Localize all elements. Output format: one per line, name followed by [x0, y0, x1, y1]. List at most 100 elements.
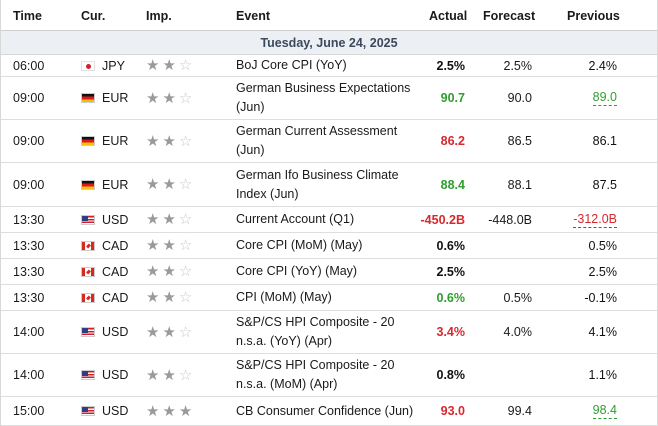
usa-flag-icon	[81, 327, 95, 337]
previous-value-text: 1.1%	[588, 368, 618, 382]
event-name[interactable]: CB Consumer Confidence (Jun)	[236, 403, 414, 418]
table-row[interactable]: 09:00 EUR ★ ★ ☆ German Ifo Business Climate I…	[1, 163, 657, 207]
actual-value: 0.6%	[436, 238, 466, 253]
importance-star-icon: ★	[162, 402, 176, 420]
importance-star-icon: ☆	[178, 323, 193, 341]
previous-value-text: 0.5%	[588, 238, 618, 253]
usa-flag-icon	[81, 214, 95, 225]
event-time: 13:30	[13, 238, 45, 253]
event-time: 09:00	[13, 177, 45, 192]
event-time: 13:30	[13, 264, 45, 279]
importance-star-icon: ★	[146, 57, 160, 74]
event-name[interactable]: S&P/CS HPI Composite - 20 n.s.a. (YoY) (…	[236, 315, 395, 348]
event-time: 06:00	[13, 58, 45, 73]
event-time: 13:30	[13, 212, 45, 227]
previous-value: 4.1%	[589, 311, 618, 353]
importance-star-icon: ★	[146, 402, 160, 420]
actual-value: 0.8%	[436, 368, 466, 382]
flag-cell	[81, 233, 95, 258]
forecast-value: 99.4	[507, 404, 532, 418]
header-actual[interactable]: Actual	[429, 9, 468, 23]
previous-value: -312.0B	[573, 207, 617, 232]
table-row[interactable]: 13:30 USD ★ ★ ☆ Current Account (Q1) -450.2B -4…	[1, 207, 657, 233]
germany-flag-icon	[81, 136, 95, 146]
importance-star-icon: ★	[162, 132, 176, 150]
flag-cell	[81, 55, 95, 76]
importance-star-icon: ☆	[178, 366, 193, 384]
previous-value: 2.4%	[589, 55, 618, 76]
previous-value-text: 86.1	[592, 134, 617, 148]
forecast-value: 4.0%	[503, 325, 533, 339]
header-event[interactable]: Event	[236, 9, 271, 23]
table-row[interactable]: 13:30 CAD ★ ★ ☆ CPI (MoM) (May) 0.6% 0.5% -0.1%	[1, 285, 657, 311]
header-importance[interactable]: Imp.	[146, 9, 172, 23]
event-name[interactable]: S&P/CS HPI Composite - 20 n.s.a. (MoM) (…	[236, 358, 395, 391]
actual-value: 86.2	[440, 134, 465, 148]
japan-flag-icon	[81, 60, 95, 71]
table-row[interactable]: 14:00 USD ★ ★ ☆ S&P/CS HPI Composite - 20 n.s…	[1, 311, 657, 354]
event-name[interactable]: German Current Assessment (Jun)	[236, 124, 398, 157]
event-time: 15:00	[13, 404, 45, 418]
actual-value: 3.4%	[436, 325, 466, 339]
currency-code: USD	[102, 325, 129, 339]
importance-stars: ★ ★ ☆	[146, 311, 192, 353]
germany-flag-icon	[81, 179, 95, 190]
header-time[interactable]: Time	[13, 9, 42, 23]
previous-value-text[interactable]: -312.0B	[573, 211, 617, 228]
header-currency[interactable]: Cur.	[81, 9, 106, 23]
forecast-value: 88.1	[507, 177, 532, 192]
importance-star-icon: ☆	[178, 289, 193, 306]
currency-code: JPY	[102, 58, 125, 73]
previous-value: 89.0	[592, 77, 617, 119]
currency-code: CAD	[102, 264, 129, 279]
importance-stars: ★ ★ ☆	[146, 55, 192, 76]
date-label: Tuesday, June 24, 2025	[260, 36, 398, 50]
flag-cell	[81, 285, 95, 310]
importance-star-icon: ★	[146, 263, 160, 280]
previous-value-text[interactable]: 89.0	[592, 90, 617, 106]
previous-value-text: 87.5	[592, 177, 617, 192]
importance-stars: ★ ★ ☆	[146, 285, 192, 310]
flag-cell	[81, 311, 95, 353]
header-forecast[interactable]: Forecast	[483, 9, 536, 23]
actual-value: 93.0	[440, 404, 465, 418]
event-name[interactable]: Current Account (Q1)	[236, 212, 355, 226]
header-previous[interactable]: Previous	[567, 9, 620, 23]
previous-value: 0.5%	[589, 233, 618, 258]
importance-stars: ★ ★ ☆	[146, 77, 192, 119]
importance-star-icon: ★	[162, 211, 176, 228]
previous-value-text[interactable]: 98.4	[592, 403, 617, 419]
table-row[interactable]: 09:00 EUR ★ ★ ☆ German Current Assessment (Ju…	[1, 120, 657, 163]
table-row[interactable]: 13:30 CAD ★ ★ ☆ Core CPI (MoM) (May) 0.6% 0.5%	[1, 233, 657, 259]
currency-code: USD	[102, 404, 129, 418]
flag-cell	[81, 120, 95, 162]
importance-star-icon: ★	[146, 211, 160, 228]
table-row[interactable]: 09:00 EUR ★ ★ ☆ German Business Expectations …	[1, 77, 657, 120]
event-name[interactable]: CPI (MoM) (May)	[236, 290, 332, 304]
currency-code: USD	[102, 212, 129, 227]
flag-cell	[81, 163, 95, 206]
table-row[interactable]: 15:00 USD ★ ★ ★ CB Consumer Confidence (Jun) 9…	[1, 397, 657, 426]
previous-value: -0.1%	[584, 285, 617, 310]
previous-value: 87.5	[593, 163, 617, 206]
actual-value: 0.6%	[436, 290, 466, 305]
importance-star-icon: ☆	[178, 211, 193, 228]
event-time: 09:00	[13, 91, 45, 105]
event-name[interactable]: Core CPI (YoY) (May)	[236, 264, 358, 278]
table-row[interactable]: 14:00 USD ★ ★ ☆ S&P/CS HPI Composite - 20 n.s…	[1, 354, 657, 397]
event-name[interactable]: German Business Expectations (Jun)	[236, 81, 411, 114]
table-row[interactable]: 13:30 CAD ★ ★ ☆ Core CPI (YoY) (May) 2.5% 2.5%	[1, 259, 657, 285]
usa-flag-icon	[81, 406, 95, 416]
importance-star-icon: ★	[162, 176, 176, 193]
event-name[interactable]: Core CPI (MoM) (May)	[236, 238, 363, 252]
importance-stars: ★ ★ ☆	[146, 207, 192, 232]
event-name[interactable]: BoJ Core CPI (YoY)	[236, 58, 347, 72]
currency-code: USD	[102, 368, 129, 382]
event-name[interactable]: German Ifo Business Climate Index (Jun)	[236, 167, 399, 201]
event-time: 13:30	[13, 290, 45, 305]
currency-code: EUR	[102, 177, 129, 192]
actual-value: 88.4	[440, 177, 465, 192]
importance-star-icon: ★	[162, 57, 176, 74]
importance-star-icon: ★	[162, 237, 176, 254]
table-row[interactable]: 06:00 JPY ★ ★ ☆ BoJ Core CPI (YoY) 2.5% 2.5% 2.4…	[1, 55, 657, 77]
